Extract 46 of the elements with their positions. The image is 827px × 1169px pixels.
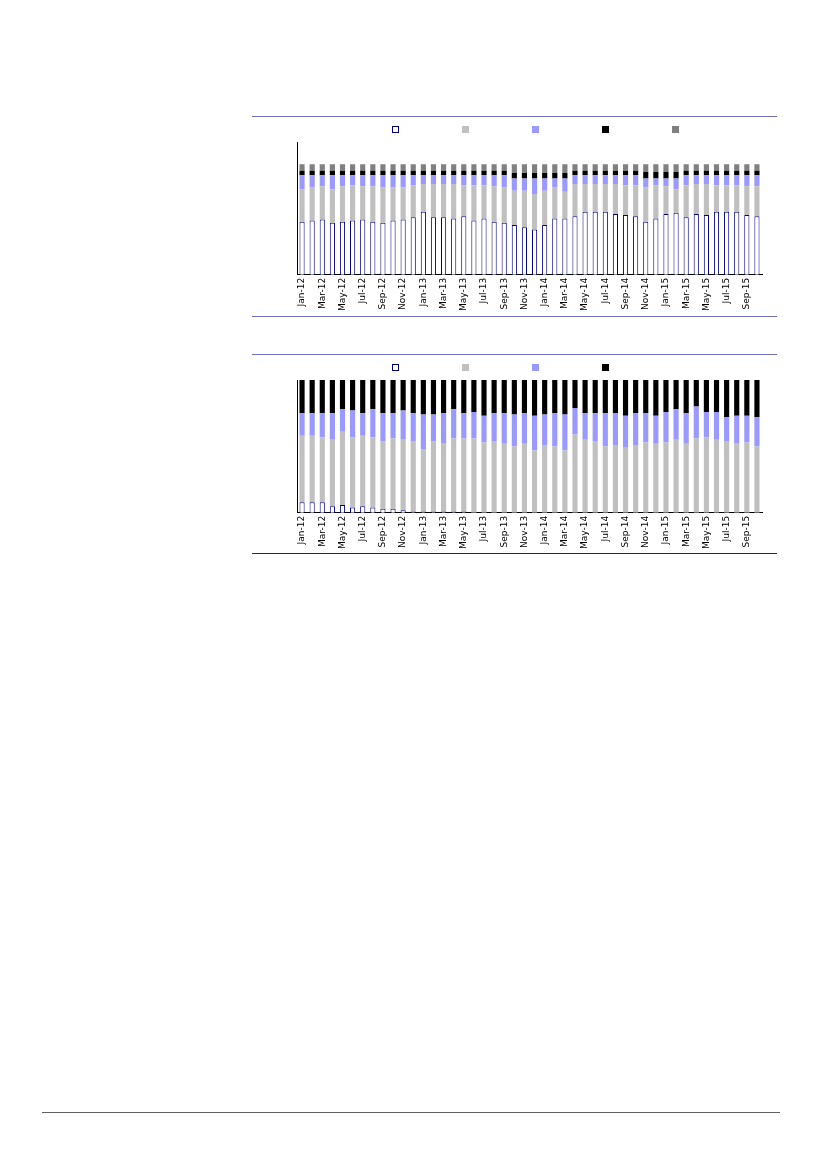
x-tick-label: Sep-12 (377, 277, 388, 310)
x-tick-label: Sep-12 (377, 515, 388, 548)
x-tick-label: May-14 (579, 277, 590, 312)
x-tick-label: Nov-14 (640, 515, 651, 548)
x-tick-label: May-14 (579, 515, 590, 550)
x-tick-label: May-12 (336, 277, 347, 312)
x-tick-label: Jul-13 (478, 515, 489, 543)
x-tick-label: Mar-15 (680, 277, 691, 309)
x-tick-label: Nov-12 (397, 277, 408, 310)
x-tick-label: Sep-14 (619, 515, 630, 548)
x-tick-label: Jul-14 (599, 277, 610, 305)
x-tick-label: Jul-15 (720, 277, 731, 305)
x-tick-label: Nov-13 (518, 277, 529, 310)
x-tick-label: Jul-12 (357, 515, 368, 543)
x-tick-label: Jul-15 (720, 515, 731, 543)
x-tick-label: Sep-14 (619, 277, 630, 310)
x-tick-label: Sep-15 (741, 515, 752, 548)
x-tick-label: May-13 (458, 277, 469, 312)
x-tick-label: Jan-13 (417, 277, 428, 308)
x-tick-label: Mar-12 (316, 277, 327, 309)
x-tick-label: Mar-14 (559, 515, 570, 547)
x-tick-label: Nov-13 (518, 515, 529, 548)
x-tick-label: May-12 (336, 515, 347, 550)
x-tick-label: Mar-15 (680, 515, 691, 547)
x-tick-label: May-15 (700, 515, 711, 550)
x-tick-label: Sep-15 (741, 277, 752, 310)
x-tick-label: Jan-15 (660, 515, 671, 546)
x-tick-label: Jul-12 (357, 277, 368, 305)
x-tick-label: Nov-14 (640, 277, 651, 310)
x-tick-label: Jan-15 (660, 277, 671, 308)
x-tick-label: Mar-14 (559, 277, 570, 309)
x-tick-label: Mar-12 (316, 515, 327, 547)
x-tick-label: Mar-13 (437, 515, 448, 547)
x-tick-label: Mar-13 (437, 277, 448, 309)
x-tick-label: Jan-12 (296, 515, 307, 546)
x-tick-label: Jul-14 (599, 515, 610, 543)
x-tick-label: May-13 (458, 515, 469, 550)
x-tick-label: Jan-13 (417, 515, 428, 546)
x-tick-label: Jan-14 (539, 515, 550, 546)
x-tick-label: Jan-14 (539, 277, 550, 308)
x-tick-label: Jul-13 (478, 277, 489, 305)
x-tick-label: Nov-12 (397, 515, 408, 548)
x-tick-label: Sep-13 (498, 277, 509, 310)
x-tick-label: May-15 (700, 277, 711, 312)
x-tick-label: Sep-13 (498, 515, 509, 548)
x-tick-label: Jan-12 (296, 277, 307, 308)
